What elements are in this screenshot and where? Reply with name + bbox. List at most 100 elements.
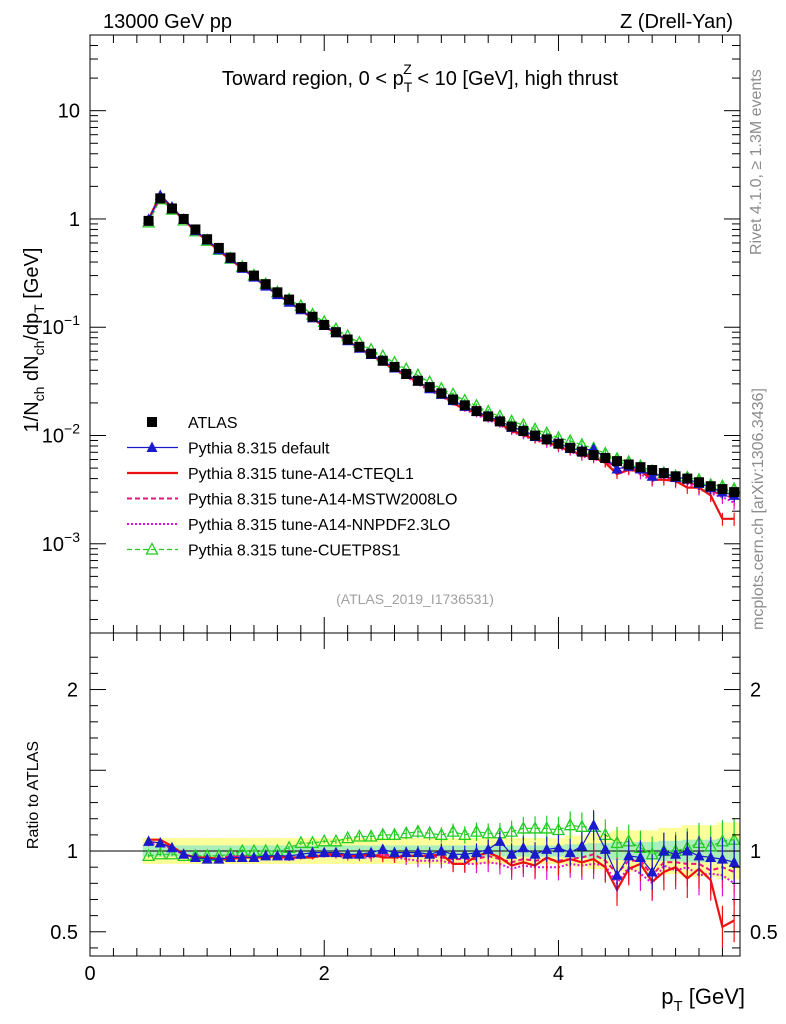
ratio-point-0 bbox=[166, 841, 178, 853]
ratio-point-0 bbox=[225, 851, 237, 862]
main-point-0 bbox=[647, 465, 658, 476]
ratio-point-0 bbox=[318, 846, 330, 858]
main-point-0 bbox=[612, 456, 623, 467]
main-point-0 bbox=[600, 452, 611, 463]
ratio-point-0 bbox=[295, 848, 307, 859]
ratio-point-4 bbox=[540, 821, 554, 834]
ratio-point-0 bbox=[705, 851, 717, 862]
main-point-0 bbox=[166, 203, 177, 214]
legend-label-4: Pythia 8.315 tune-A14-NNPDF2.3LO bbox=[188, 517, 450, 534]
ratio-point-0 bbox=[470, 846, 482, 858]
ratio-point-0 bbox=[728, 856, 740, 867]
main-point-1 bbox=[646, 470, 658, 481]
ratio-point-4 bbox=[153, 846, 167, 860]
ratio-point-0 bbox=[154, 836, 166, 848]
ratio-tick-labels: 0.5 0.5 1 1 2 2 0 2 4 bbox=[50, 680, 778, 985]
ratio-point-0 bbox=[236, 851, 248, 862]
ratio-point-0 bbox=[389, 846, 401, 858]
header-process-label: Z (Drell-Yan) bbox=[620, 11, 733, 33]
ratio-point-4 bbox=[352, 829, 366, 842]
ratio-point-0 bbox=[623, 849, 635, 861]
main-ytick-label: 10 bbox=[58, 101, 80, 123]
ratio-y-axis-title: Ratio to ATLAS bbox=[25, 741, 42, 849]
main-point-0 bbox=[213, 242, 224, 253]
main-point-0 bbox=[354, 341, 365, 352]
main-point-0 bbox=[565, 442, 576, 453]
ratio-point-0 bbox=[459, 848, 471, 859]
ratio-point-4 bbox=[528, 821, 542, 834]
ratio-point-4 bbox=[399, 825, 413, 839]
main-ytick-label: 10−2 bbox=[42, 421, 80, 448]
main-point-0 bbox=[143, 215, 154, 226]
ratio-point-0 bbox=[400, 846, 412, 858]
ratio-panel: 0.5 0.5 1 1 2 2 0 2 4 Ratio to ATLAS pT [GeV] bbox=[25, 632, 778, 1015]
ratio-point-4 bbox=[294, 835, 308, 849]
main-point-0 bbox=[471, 406, 482, 417]
main-point-0 bbox=[272, 287, 283, 298]
main-point-0 bbox=[284, 294, 295, 305]
main-point-0 bbox=[530, 430, 541, 441]
ratio-point-0 bbox=[201, 853, 213, 864]
ratio-point-0 bbox=[377, 843, 389, 854]
ratio-point-4 bbox=[364, 829, 378, 842]
x-tick-label: 0 bbox=[84, 963, 95, 985]
main-point-0 bbox=[682, 473, 693, 484]
ratio-point-4 bbox=[329, 833, 343, 847]
ratio-point-4 bbox=[317, 833, 331, 847]
main-point-0 bbox=[342, 334, 353, 345]
ratio-ytick-label-left: 2 bbox=[67, 680, 78, 702]
ratio-point-4 bbox=[446, 824, 460, 837]
title-superscript: Z bbox=[403, 61, 412, 77]
main-panel: 10 1 10−1 10−2 10−3 Toward region, 0 < pTZ <… bbox=[21, 34, 741, 634]
ratio-point-0 bbox=[307, 846, 319, 858]
ratio-point-0 bbox=[576, 840, 588, 851]
ratio-point-0 bbox=[646, 866, 658, 877]
x-axis-title-p: p bbox=[661, 984, 673, 1009]
main-point-0 bbox=[401, 368, 412, 379]
ratio-ytick-label-right: 2 bbox=[750, 680, 761, 702]
ratio-ytick-label-right: 0.5 bbox=[750, 922, 778, 944]
ratio-point-0 bbox=[494, 835, 506, 846]
ratio-point-0 bbox=[365, 846, 377, 858]
ratio-point-0 bbox=[412, 846, 424, 858]
ratio-point-0 bbox=[213, 853, 225, 864]
main-point-0 bbox=[260, 279, 271, 290]
x-axis-title: pT [GeV] bbox=[661, 984, 745, 1015]
ratio-point-0 bbox=[189, 851, 201, 862]
x-tick-label: 4 bbox=[553, 963, 564, 985]
main-point-0 bbox=[506, 421, 517, 432]
legend-marker-5 bbox=[145, 542, 159, 555]
ratio-point-4 bbox=[516, 821, 530, 834]
ratio-point-4 bbox=[469, 824, 484, 837]
ratio-point-4 bbox=[551, 822, 566, 836]
main-point-0 bbox=[705, 481, 716, 492]
legend-marker-1 bbox=[146, 441, 158, 452]
main-point-0 bbox=[541, 434, 552, 445]
ratio-point-0 bbox=[552, 841, 564, 853]
legend-label-1: Pythia 8.315 default bbox=[188, 441, 330, 458]
main-point-0 bbox=[424, 382, 435, 393]
ratio-point-4 bbox=[341, 830, 355, 844]
ratio-point-0 bbox=[283, 849, 295, 861]
main-point-0 bbox=[389, 361, 400, 372]
ratio-point-0 bbox=[716, 853, 728, 864]
main-y-tick-labels: 10 1 10−1 10−2 10−3 bbox=[42, 101, 80, 556]
main-point-0 bbox=[694, 477, 705, 488]
x-axis-title-sub: T bbox=[673, 998, 682, 1015]
header-energy-label: 13000 GeV pp bbox=[103, 11, 232, 33]
ratio-ytick-label-right: 1 bbox=[750, 841, 761, 863]
ratio-point-0 bbox=[634, 851, 646, 862]
ratio-point-0 bbox=[541, 843, 553, 854]
ratio-point-0 bbox=[588, 819, 600, 830]
rivet-version-label: Rivet 4.1.0, ≥ 1.3M events bbox=[748, 69, 765, 255]
ratio-point-0 bbox=[260, 849, 272, 861]
ratio-point-4 bbox=[165, 846, 179, 860]
ratio-point-0 bbox=[529, 848, 541, 859]
main-point-0 bbox=[155, 193, 166, 204]
main-point-0 bbox=[237, 262, 248, 273]
ratio-point-0 bbox=[611, 869, 623, 880]
main-point-0 bbox=[330, 327, 341, 338]
main-ytick-label: 10−1 bbox=[42, 312, 80, 339]
ratio-point-0 bbox=[353, 848, 365, 859]
main-point-0 bbox=[377, 355, 388, 366]
